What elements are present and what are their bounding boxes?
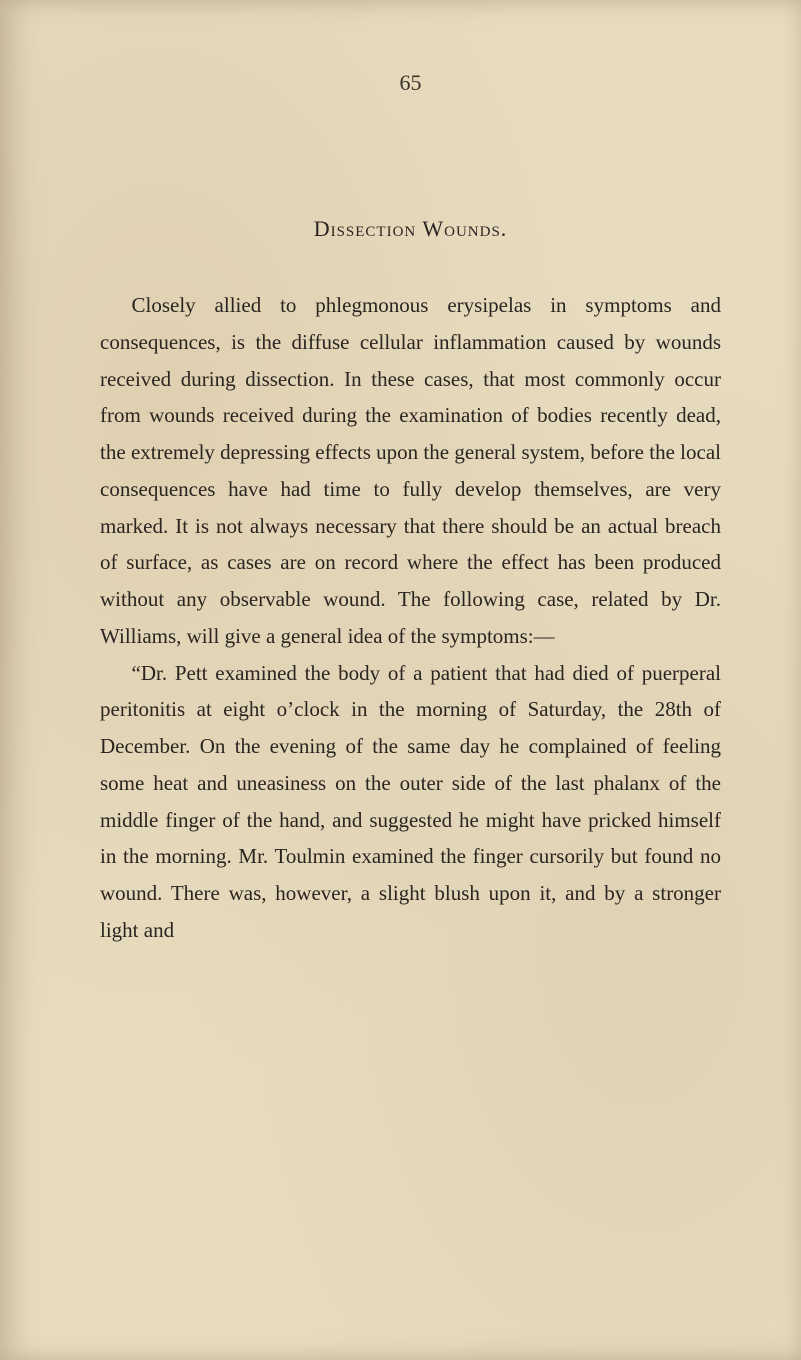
document-page: 65 Dissection Wounds. Closely allied to … (0, 0, 801, 1360)
section-heading: Dissection Wounds. (100, 216, 721, 242)
paragraph: “Dr. Pett examined the body of a patient… (100, 655, 721, 949)
paragraph: Closely allied to phlegmonous erysipelas… (100, 287, 721, 655)
page-number: 65 (100, 70, 721, 96)
body-text: Closely allied to phlegmonous erysipelas… (100, 287, 721, 949)
